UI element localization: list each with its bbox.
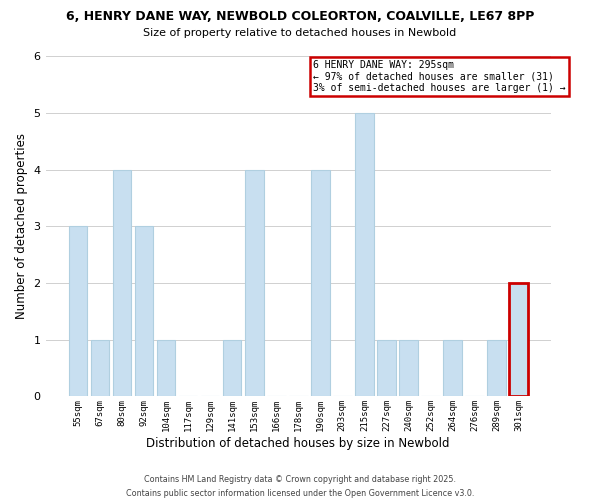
Bar: [91, 340, 109, 396]
Bar: [399, 340, 418, 396]
Bar: [113, 170, 131, 396]
Text: Contains HM Land Registry data © Crown copyright and database right 2025.
Contai: Contains HM Land Registry data © Crown c…: [126, 476, 474, 498]
Bar: [134, 226, 154, 396]
Bar: [509, 283, 528, 397]
Bar: [68, 226, 87, 396]
Text: 6, HENRY DANE WAY, NEWBOLD COLEORTON, COALVILLE, LE67 8PP: 6, HENRY DANE WAY, NEWBOLD COLEORTON, CO…: [66, 10, 534, 23]
Bar: [377, 340, 396, 396]
Bar: [487, 340, 506, 396]
Bar: [223, 340, 241, 396]
Bar: [355, 113, 374, 397]
Bar: [311, 170, 329, 396]
Text: Size of property relative to detached houses in Newbold: Size of property relative to detached ho…: [143, 28, 457, 38]
Bar: [443, 340, 462, 396]
Bar: [157, 340, 175, 396]
Bar: [245, 170, 263, 396]
X-axis label: Distribution of detached houses by size in Newbold: Distribution of detached houses by size …: [146, 437, 450, 450]
Text: 6 HENRY DANE WAY: 295sqm
← 97% of detached houses are smaller (31)
3% of semi-de: 6 HENRY DANE WAY: 295sqm ← 97% of detach…: [313, 60, 566, 93]
Y-axis label: Number of detached properties: Number of detached properties: [15, 134, 28, 320]
